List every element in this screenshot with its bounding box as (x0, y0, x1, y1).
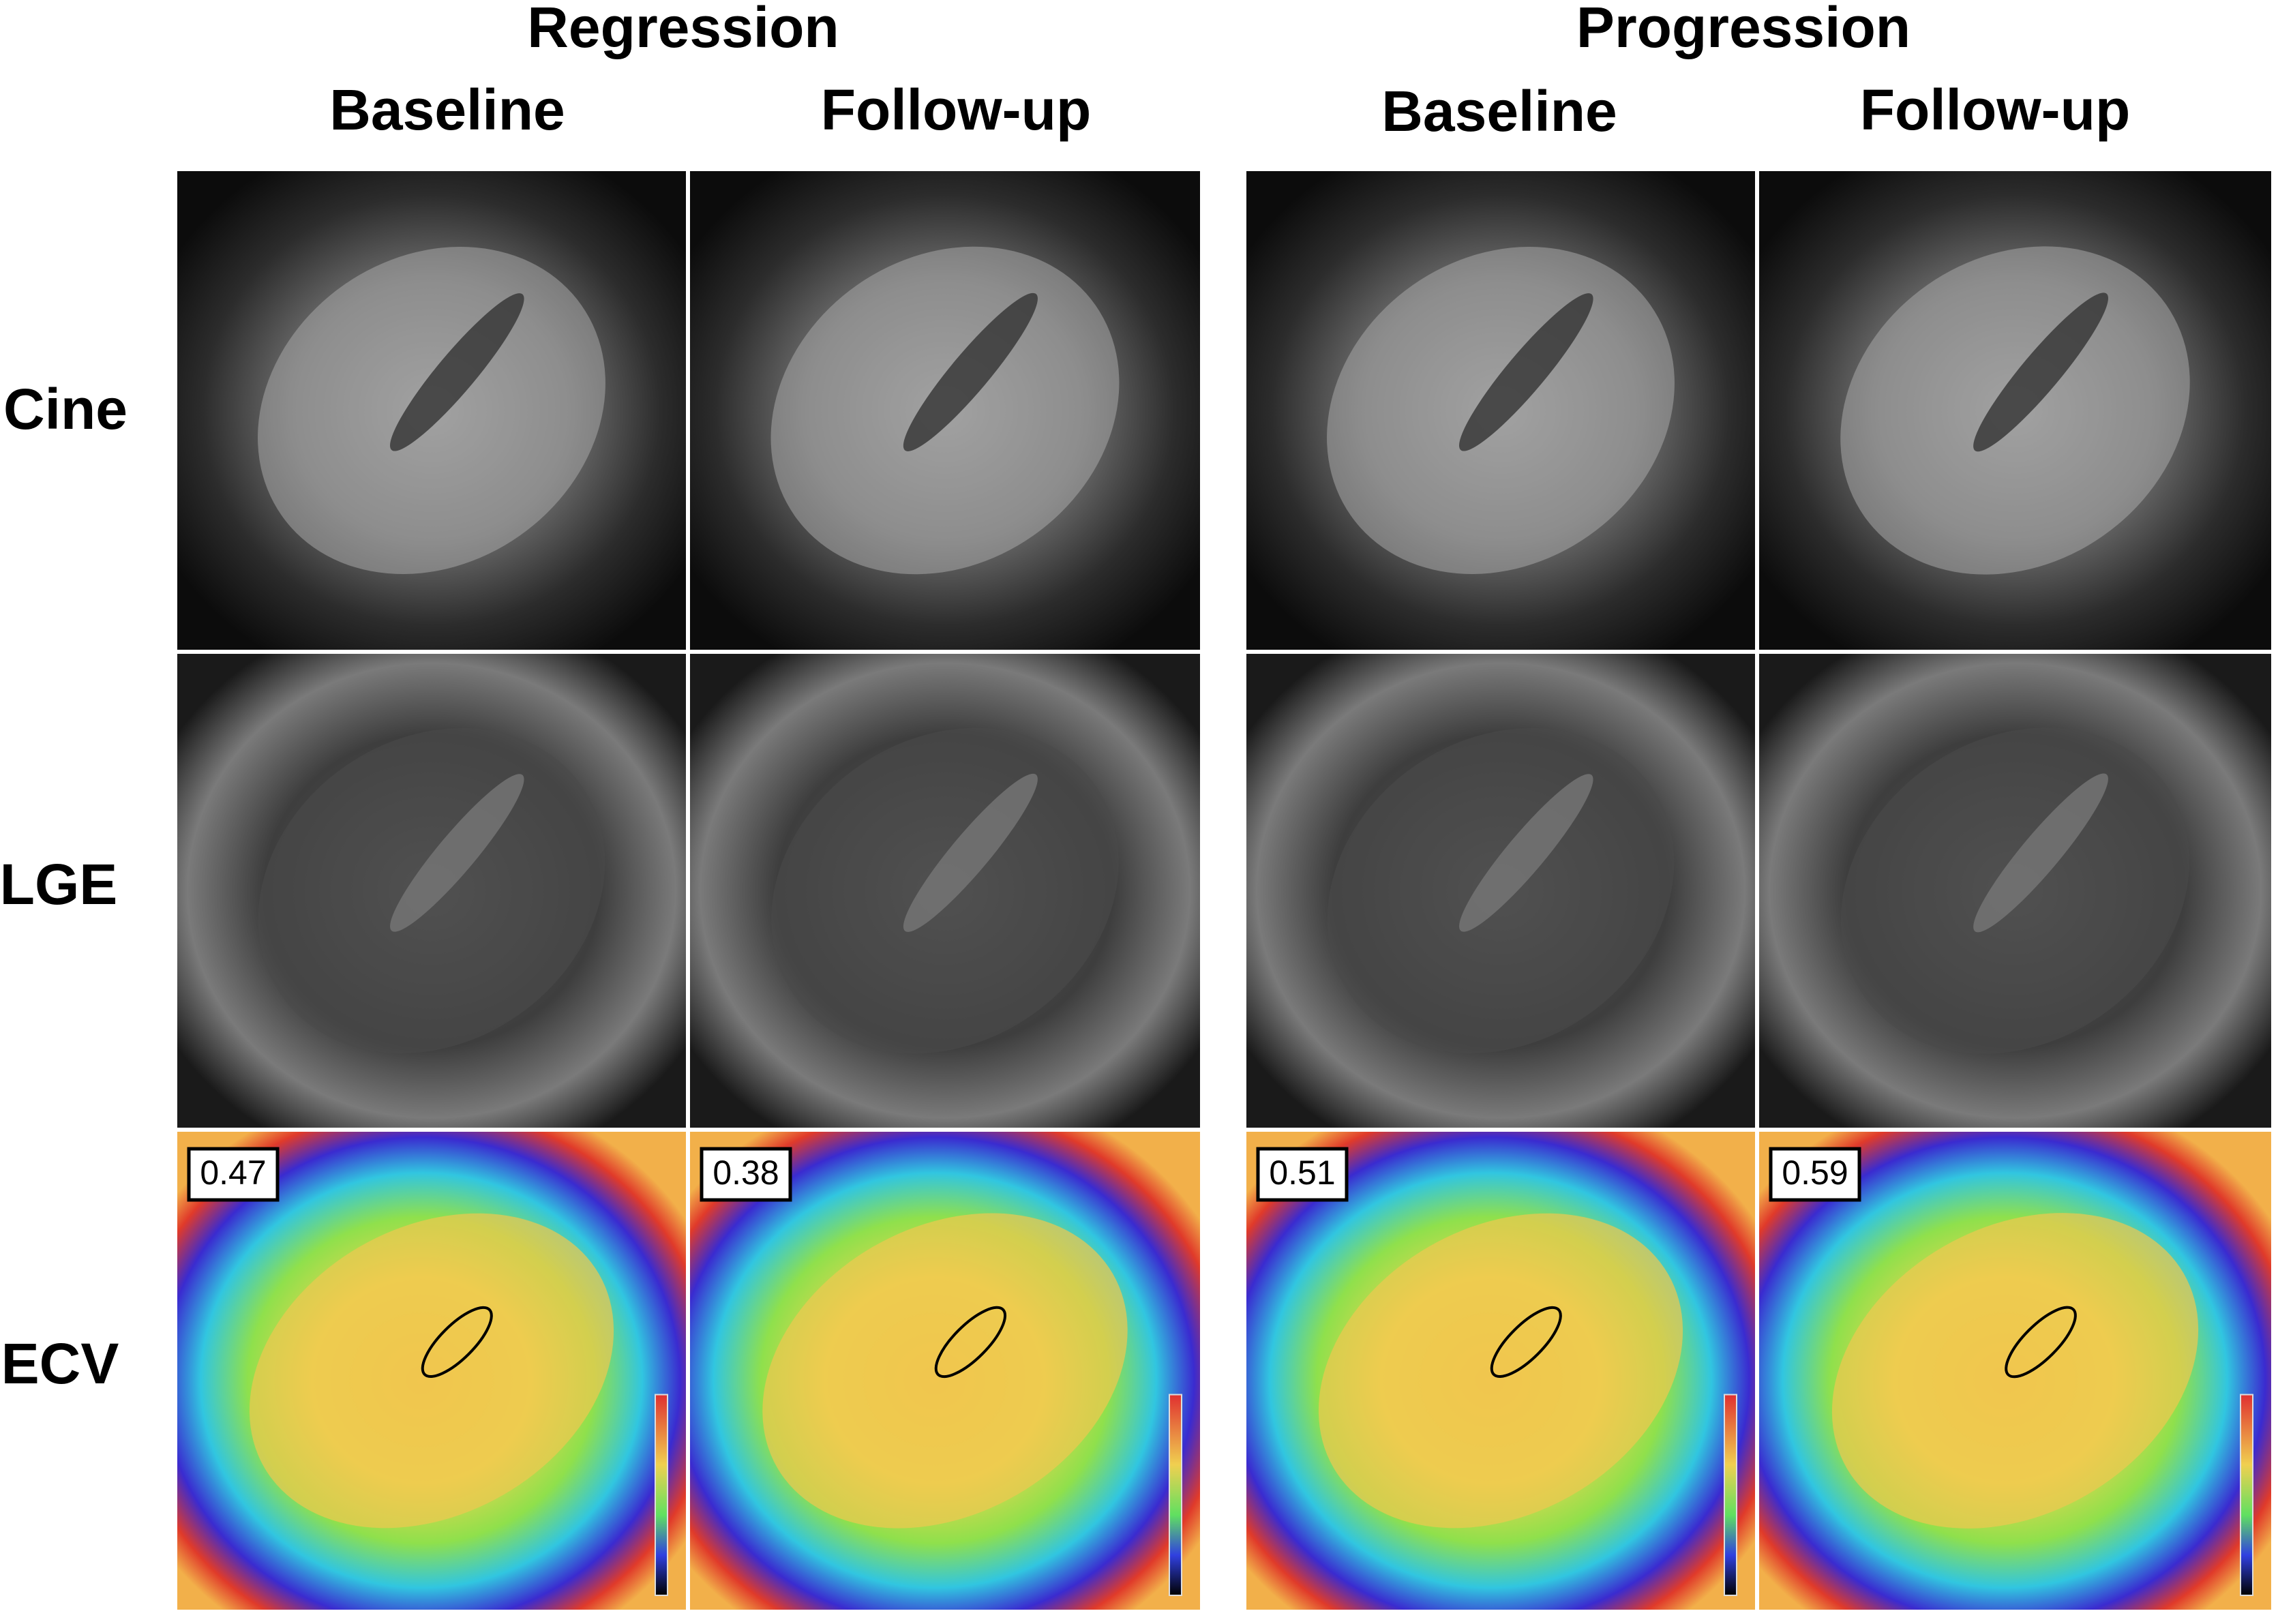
image-panel: 0.38 (690, 1132, 1200, 1610)
column-header: Follow-up (821, 78, 1092, 142)
image-panel: 0.59 (1759, 1132, 2271, 1610)
image-panel (177, 171, 686, 650)
septum (1973, 292, 2108, 452)
septum (390, 293, 524, 451)
group-header: Regression (527, 0, 839, 59)
roi-contour (2005, 1306, 2077, 1379)
image-panel (1759, 171, 2271, 650)
septum (1459, 774, 1593, 932)
row-label: Cine (3, 377, 128, 441)
colorbar (655, 1394, 668, 1596)
column-header: Baseline (1381, 79, 1617, 143)
row-label: ECV (1, 1332, 119, 1396)
image-panel (1246, 171, 1755, 650)
roi-contour (1490, 1306, 1562, 1378)
column-header: Follow-up (1860, 78, 2131, 142)
septum (903, 292, 1038, 451)
ecv-value: 0.59 (1782, 1154, 1848, 1192)
ecv-value: 0.47 (200, 1154, 266, 1192)
value-box (187, 1147, 280, 1202)
image-panel (177, 654, 686, 1128)
image-panel (690, 654, 1200, 1128)
value-box (1769, 1147, 1861, 1202)
myocardium (1318, 1213, 1683, 1529)
septum (390, 774, 524, 932)
roi-contour (421, 1306, 493, 1378)
septum (1973, 773, 2108, 933)
row-label: LGE (0, 852, 117, 916)
value-box (1256, 1147, 1349, 1202)
value-box (700, 1147, 792, 1202)
ecv-value: 0.38 (713, 1154, 779, 1192)
image-panel (1246, 654, 1755, 1128)
headers: Regression Progression Baseline Follow-u… (0, 0, 2130, 1396)
septum (1459, 293, 1593, 451)
colorbar (2240, 1394, 2253, 1596)
image-panel (690, 171, 1200, 650)
myocardium (762, 1213, 1128, 1529)
panels: 0.47 0.38 0.51 0.59 (177, 171, 2271, 1610)
group-header: Progression (1576, 0, 1910, 59)
column-header: Baseline (329, 78, 565, 142)
image-panel: 0.51 (1246, 1132, 1755, 1610)
colorbar (1724, 1394, 1737, 1596)
colorbar (1169, 1394, 1182, 1596)
septum (903, 773, 1038, 932)
image-panel (1759, 654, 2271, 1128)
myocardium (1831, 1213, 2199, 1529)
myocardium (249, 1213, 614, 1529)
ecv-value: 0.51 (1269, 1154, 1335, 1192)
roi-contour (934, 1306, 1007, 1379)
image-panel: 0.47 (177, 1132, 686, 1610)
